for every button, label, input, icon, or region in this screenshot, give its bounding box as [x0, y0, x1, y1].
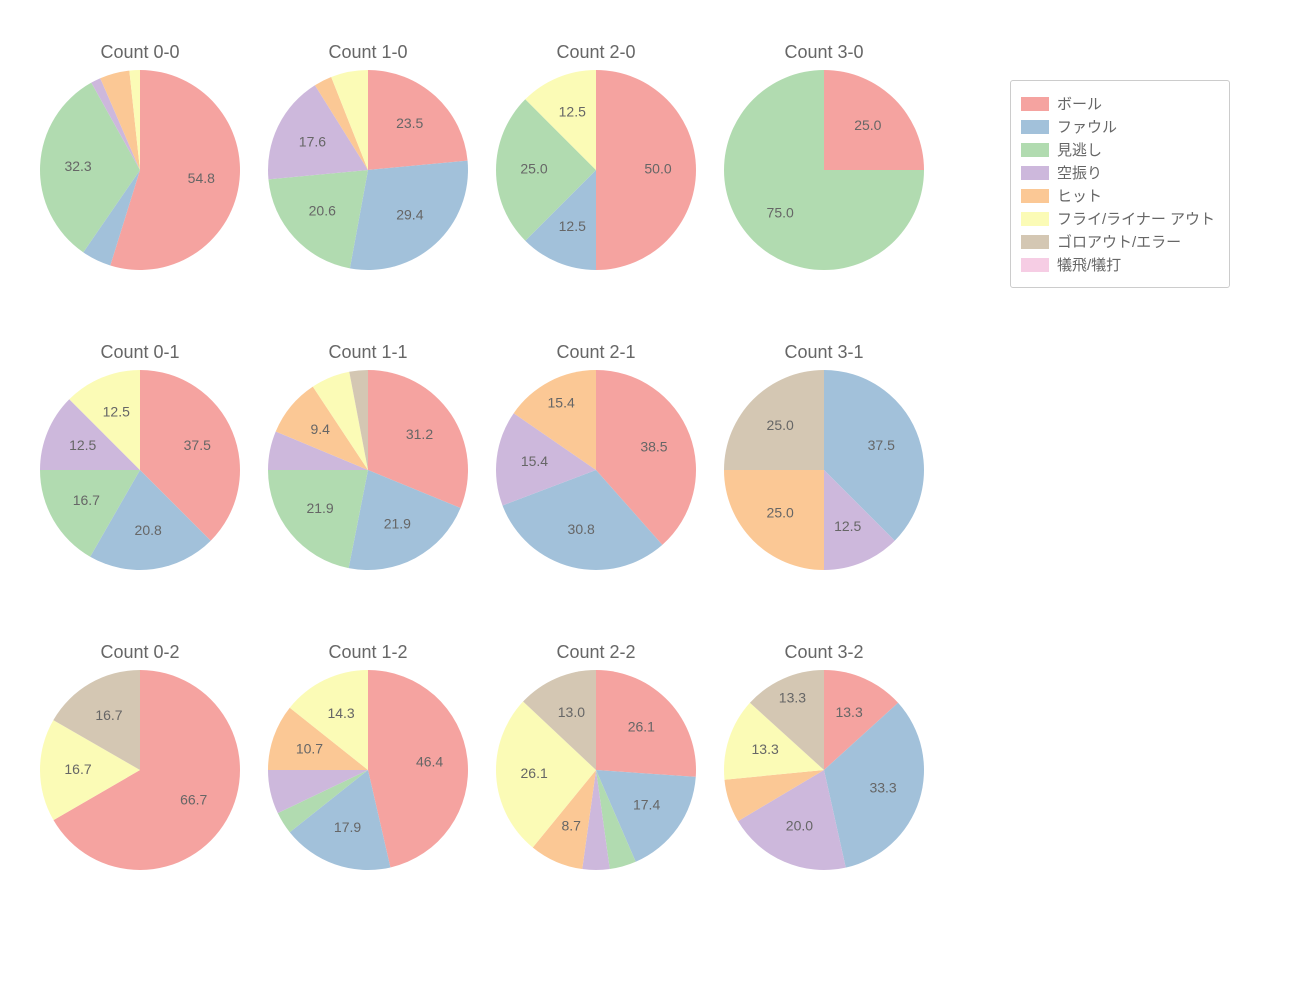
legend-swatch	[1021, 120, 1049, 134]
legend-label: 見逃し	[1057, 139, 1102, 160]
pie-slice-label: 8.7	[561, 818, 581, 834]
legend-label: フライ/ライナー アウト	[1057, 208, 1215, 229]
legend-swatch	[1021, 166, 1049, 180]
pie-slice-label: 32.3	[64, 158, 91, 174]
pie-chart: 31.2 21.9 21.9 9.4	[262, 364, 474, 576]
pie-slice-label: 25.0	[767, 505, 794, 521]
legend-item: ファウル	[1021, 116, 1215, 137]
pie-slice-label: 75.0	[767, 205, 794, 221]
pie-title: Count 2-0	[556, 42, 635, 63]
legend-item: ゴロアウト/エラー	[1021, 231, 1215, 252]
pie-chart: 54.8 32.3	[34, 64, 246, 276]
pie-slice-label: 31.2	[406, 426, 433, 442]
pie-chart: 37.5 20.8 16.7 12.5 12.5	[34, 364, 246, 576]
pie-chart: 26.1 17.4 8.7 26.1 13.0	[490, 664, 702, 876]
pie-slice-label: 29.4	[396, 206, 423, 222]
pie-slice-label: 21.9	[306, 500, 333, 516]
legend-label: ヒット	[1057, 185, 1102, 206]
pie-slice-label: 16.7	[64, 761, 91, 777]
pie-slice-label: 25.0	[767, 417, 794, 433]
pie-title: Count 1-2	[328, 642, 407, 663]
pie-slice-label: 13.0	[558, 704, 585, 720]
pie-slice-label: 10.7	[296, 740, 323, 756]
pie-title: Count 0-1	[100, 342, 179, 363]
pie-slice-label: 12.5	[103, 403, 130, 419]
legend-swatch	[1021, 97, 1049, 111]
pie-title: Count 3-0	[784, 42, 863, 63]
pie-chart: 38.5 30.8 15.4 15.4	[490, 364, 702, 576]
pie-title: Count 3-2	[784, 642, 863, 663]
pie-title: Count 2-2	[556, 642, 635, 663]
pie-slice-label: 37.5	[868, 437, 895, 453]
pie-title: Count 1-1	[328, 342, 407, 363]
legend: ボールファウル見逃し空振りヒットフライ/ライナー アウトゴロアウト/エラー犠飛/…	[1010, 80, 1230, 288]
pie-slice-label: 50.0	[644, 161, 671, 177]
legend-item: ヒット	[1021, 185, 1215, 206]
pie-slice-label: 12.5	[834, 518, 861, 534]
legend-item: フライ/ライナー アウト	[1021, 208, 1215, 229]
legend-label: 空振り	[1057, 162, 1102, 183]
pie-title: Count 0-0	[100, 42, 179, 63]
pie-slice-label: 9.4	[310, 421, 330, 437]
chart-stage: Count 0-0 54.8 32.3 Count 1-0 23.5 29.4 20.6 17…	[0, 0, 1300, 1000]
pie-slice-label: 25.0	[854, 117, 881, 133]
pie-slice-label: 17.6	[299, 133, 326, 149]
pie-slice-label: 13.3	[779, 689, 806, 705]
pie-slice-label: 26.1	[628, 718, 655, 734]
pie-slice-label: 20.6	[309, 203, 336, 219]
pie-slice-label: 25.0	[520, 161, 547, 177]
pie-title: Count 0-2	[100, 642, 179, 663]
legend-swatch	[1021, 212, 1049, 226]
pie-chart: 13.3 33.3 20.0 13.3 13.3	[718, 664, 930, 876]
pie-slice-label: 23.5	[396, 115, 423, 131]
pie-chart: 46.4 17.9 10.7 14.3	[262, 664, 474, 876]
pie-slice-label: 12.5	[69, 437, 96, 453]
pie-slice-label: 46.4	[416, 754, 443, 770]
legend-label: 犠飛/犠打	[1057, 254, 1121, 275]
pie-slice-label: 21.9	[384, 515, 411, 531]
pie-title: Count 3-1	[784, 342, 863, 363]
legend-swatch	[1021, 258, 1049, 272]
pie-slice-label: 13.3	[835, 704, 862, 720]
legend-label: ボール	[1057, 93, 1102, 114]
pie-chart: 66.7 16.7 16.7	[34, 664, 246, 876]
legend-swatch	[1021, 235, 1049, 249]
pie-chart: 37.5 12.5 25.0 25.0	[718, 364, 930, 576]
legend-item: 見逃し	[1021, 139, 1215, 160]
pie-slice-label: 20.0	[786, 818, 813, 834]
pie-title: Count 2-1	[556, 342, 635, 363]
pie-slice-label: 38.5	[640, 439, 667, 455]
pie-chart: 50.0 12.5 25.0 12.5	[490, 64, 702, 276]
pie-slice-label: 14.3	[327, 705, 354, 721]
pie-slice-label: 17.4	[633, 797, 660, 813]
legend-item: ボール	[1021, 93, 1215, 114]
pie-slice-label: 16.7	[73, 492, 100, 508]
pie-slice-label: 15.4	[548, 394, 575, 410]
pie-slice-label: 17.9	[334, 819, 361, 835]
pie-chart: 25.0 75.0	[718, 64, 930, 276]
pie-title: Count 1-0	[328, 42, 407, 63]
pie-slice-label: 37.5	[184, 437, 211, 453]
legend-label: ゴロアウト/エラー	[1057, 231, 1181, 252]
pie-slice-label: 16.7	[95, 707, 122, 723]
pie-slice-label: 12.5	[559, 218, 586, 234]
pie-slice-label: 15.4	[521, 453, 548, 469]
legend-item: 空振り	[1021, 162, 1215, 183]
pie-slice-label: 12.5	[559, 103, 586, 119]
pie-slice-label: 54.8	[188, 170, 215, 186]
pie-slice-label: 20.8	[135, 522, 162, 538]
pie-slice-label: 66.7	[180, 792, 207, 808]
legend-item: 犠飛/犠打	[1021, 254, 1215, 275]
pie-slice-label: 26.1	[521, 765, 548, 781]
pie-slice-label: 33.3	[869, 779, 896, 795]
pie-slice-label: 30.8	[568, 521, 595, 537]
legend-swatch	[1021, 189, 1049, 203]
pie-chart: 23.5 29.4 20.6 17.6	[262, 64, 474, 276]
pie-slice-label: 13.3	[752, 741, 779, 757]
legend-swatch	[1021, 143, 1049, 157]
legend-label: ファウル	[1057, 116, 1117, 137]
